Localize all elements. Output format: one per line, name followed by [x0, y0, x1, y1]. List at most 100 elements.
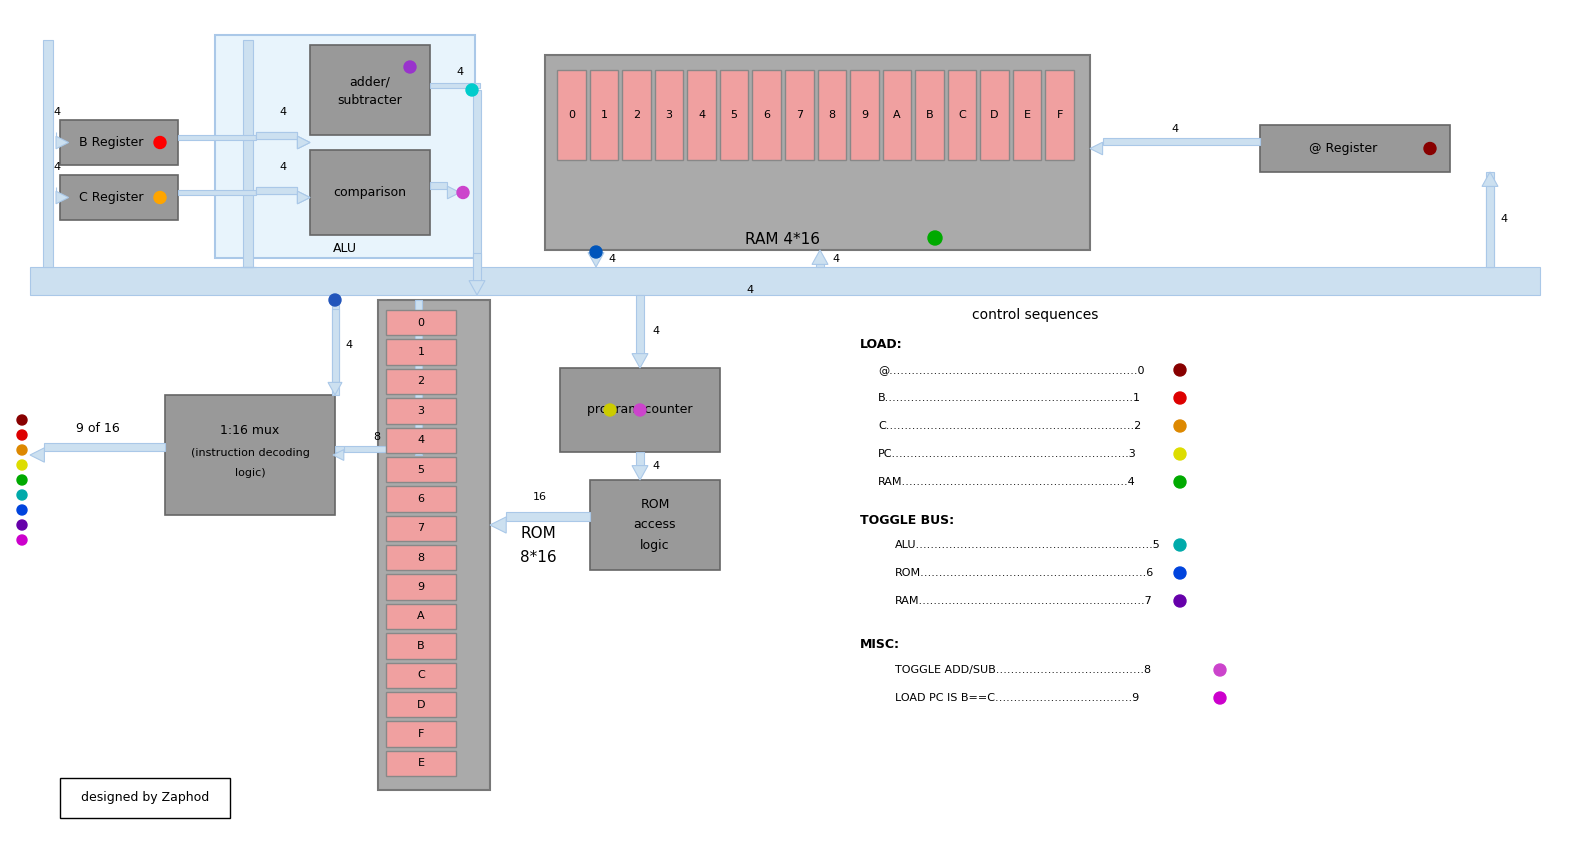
- Text: ALU: ALU: [333, 241, 356, 255]
- Bar: [177, 190, 256, 195]
- Bar: [430, 82, 480, 88]
- Text: D: D: [416, 699, 425, 710]
- Polygon shape: [30, 448, 44, 462]
- Text: 8: 8: [374, 432, 380, 442]
- Polygon shape: [297, 191, 309, 204]
- Bar: [44, 443, 165, 451]
- Bar: [386, 633, 455, 658]
- Bar: [948, 70, 977, 160]
- Circle shape: [457, 186, 469, 198]
- Bar: [334, 446, 418, 452]
- Text: 8: 8: [418, 553, 424, 563]
- Circle shape: [17, 505, 27, 515]
- Bar: [386, 722, 455, 746]
- Polygon shape: [297, 136, 309, 148]
- Text: RAM…………………………………………………….4: RAM…………………………………………………….4: [878, 477, 1135, 487]
- Bar: [1102, 138, 1261, 145]
- Circle shape: [17, 520, 27, 530]
- Bar: [165, 395, 334, 515]
- Bar: [752, 70, 780, 160]
- Text: 4: 4: [457, 67, 463, 77]
- Bar: [785, 70, 813, 160]
- Circle shape: [17, 460, 27, 470]
- Bar: [560, 368, 721, 452]
- Text: 5: 5: [418, 464, 424, 474]
- Text: 0: 0: [568, 110, 575, 120]
- Text: 3: 3: [666, 110, 672, 120]
- Bar: [1046, 70, 1074, 160]
- Text: 9: 9: [860, 110, 868, 120]
- Bar: [849, 70, 879, 160]
- Circle shape: [17, 445, 27, 455]
- Bar: [60, 120, 177, 165]
- Text: 2: 2: [418, 377, 424, 386]
- Text: 9 of 16: 9 of 16: [75, 422, 119, 436]
- Text: 4: 4: [418, 435, 424, 445]
- Bar: [506, 511, 590, 521]
- Circle shape: [634, 404, 645, 416]
- Text: 8: 8: [829, 110, 835, 120]
- Bar: [30, 267, 1540, 295]
- Bar: [882, 70, 911, 160]
- Circle shape: [1214, 692, 1226, 704]
- Bar: [256, 132, 297, 139]
- Text: 4: 4: [345, 340, 352, 350]
- Bar: [1261, 125, 1451, 172]
- Circle shape: [154, 191, 166, 203]
- Text: logic): logic): [234, 468, 265, 478]
- Bar: [331, 309, 339, 383]
- Text: MISC:: MISC:: [860, 638, 900, 651]
- Bar: [414, 300, 421, 455]
- Text: 4: 4: [53, 162, 61, 172]
- Bar: [386, 427, 455, 453]
- Text: 1: 1: [600, 110, 608, 120]
- Polygon shape: [1090, 142, 1102, 154]
- Circle shape: [928, 231, 942, 245]
- Text: LOAD PC IS B==C……………………………….9: LOAD PC IS B==C……………………………….9: [895, 693, 1140, 703]
- Bar: [590, 480, 721, 570]
- Polygon shape: [490, 517, 506, 533]
- Text: 1:16 mux: 1:16 mux: [220, 424, 279, 437]
- Text: F: F: [1057, 110, 1063, 120]
- Bar: [688, 70, 716, 160]
- Bar: [622, 70, 650, 160]
- Text: @ Register: @ Register: [1309, 142, 1377, 155]
- Bar: [243, 40, 253, 267]
- Text: 4: 4: [652, 461, 659, 471]
- Bar: [980, 70, 1010, 160]
- Text: RAM 4*16: RAM 4*16: [746, 233, 820, 247]
- Polygon shape: [328, 383, 342, 395]
- Bar: [386, 310, 455, 335]
- Circle shape: [1174, 539, 1185, 551]
- Circle shape: [1214, 664, 1226, 676]
- Bar: [42, 40, 53, 267]
- Text: 4: 4: [832, 253, 838, 263]
- Bar: [386, 692, 455, 717]
- Polygon shape: [297, 136, 309, 148]
- Text: control sequences: control sequences: [972, 308, 1097, 322]
- Text: @………………………………………………………….0: @………………………………………………………….0: [878, 365, 1145, 375]
- Text: C: C: [958, 110, 966, 120]
- Polygon shape: [633, 466, 648, 480]
- Text: B: B: [418, 641, 425, 651]
- Polygon shape: [297, 191, 309, 204]
- Text: ALU……………………………………………………….5: ALU……………………………………………………….5: [895, 540, 1160, 550]
- Circle shape: [403, 61, 416, 73]
- Circle shape: [17, 535, 27, 545]
- Bar: [816, 264, 824, 267]
- Circle shape: [1424, 142, 1437, 154]
- Bar: [655, 70, 683, 160]
- Bar: [386, 662, 455, 688]
- Text: F: F: [418, 729, 424, 739]
- Bar: [60, 175, 177, 220]
- Text: 6: 6: [763, 110, 771, 120]
- Bar: [430, 182, 447, 189]
- Bar: [177, 135, 256, 140]
- Bar: [557, 70, 586, 160]
- Text: access: access: [634, 518, 677, 531]
- Text: TOGGLE BUS:: TOGGLE BUS:: [860, 513, 955, 527]
- Text: 1: 1: [418, 347, 424, 357]
- Text: 4: 4: [279, 107, 287, 117]
- Text: designed by Zaphod: designed by Zaphod: [82, 791, 209, 805]
- Bar: [636, 295, 644, 353]
